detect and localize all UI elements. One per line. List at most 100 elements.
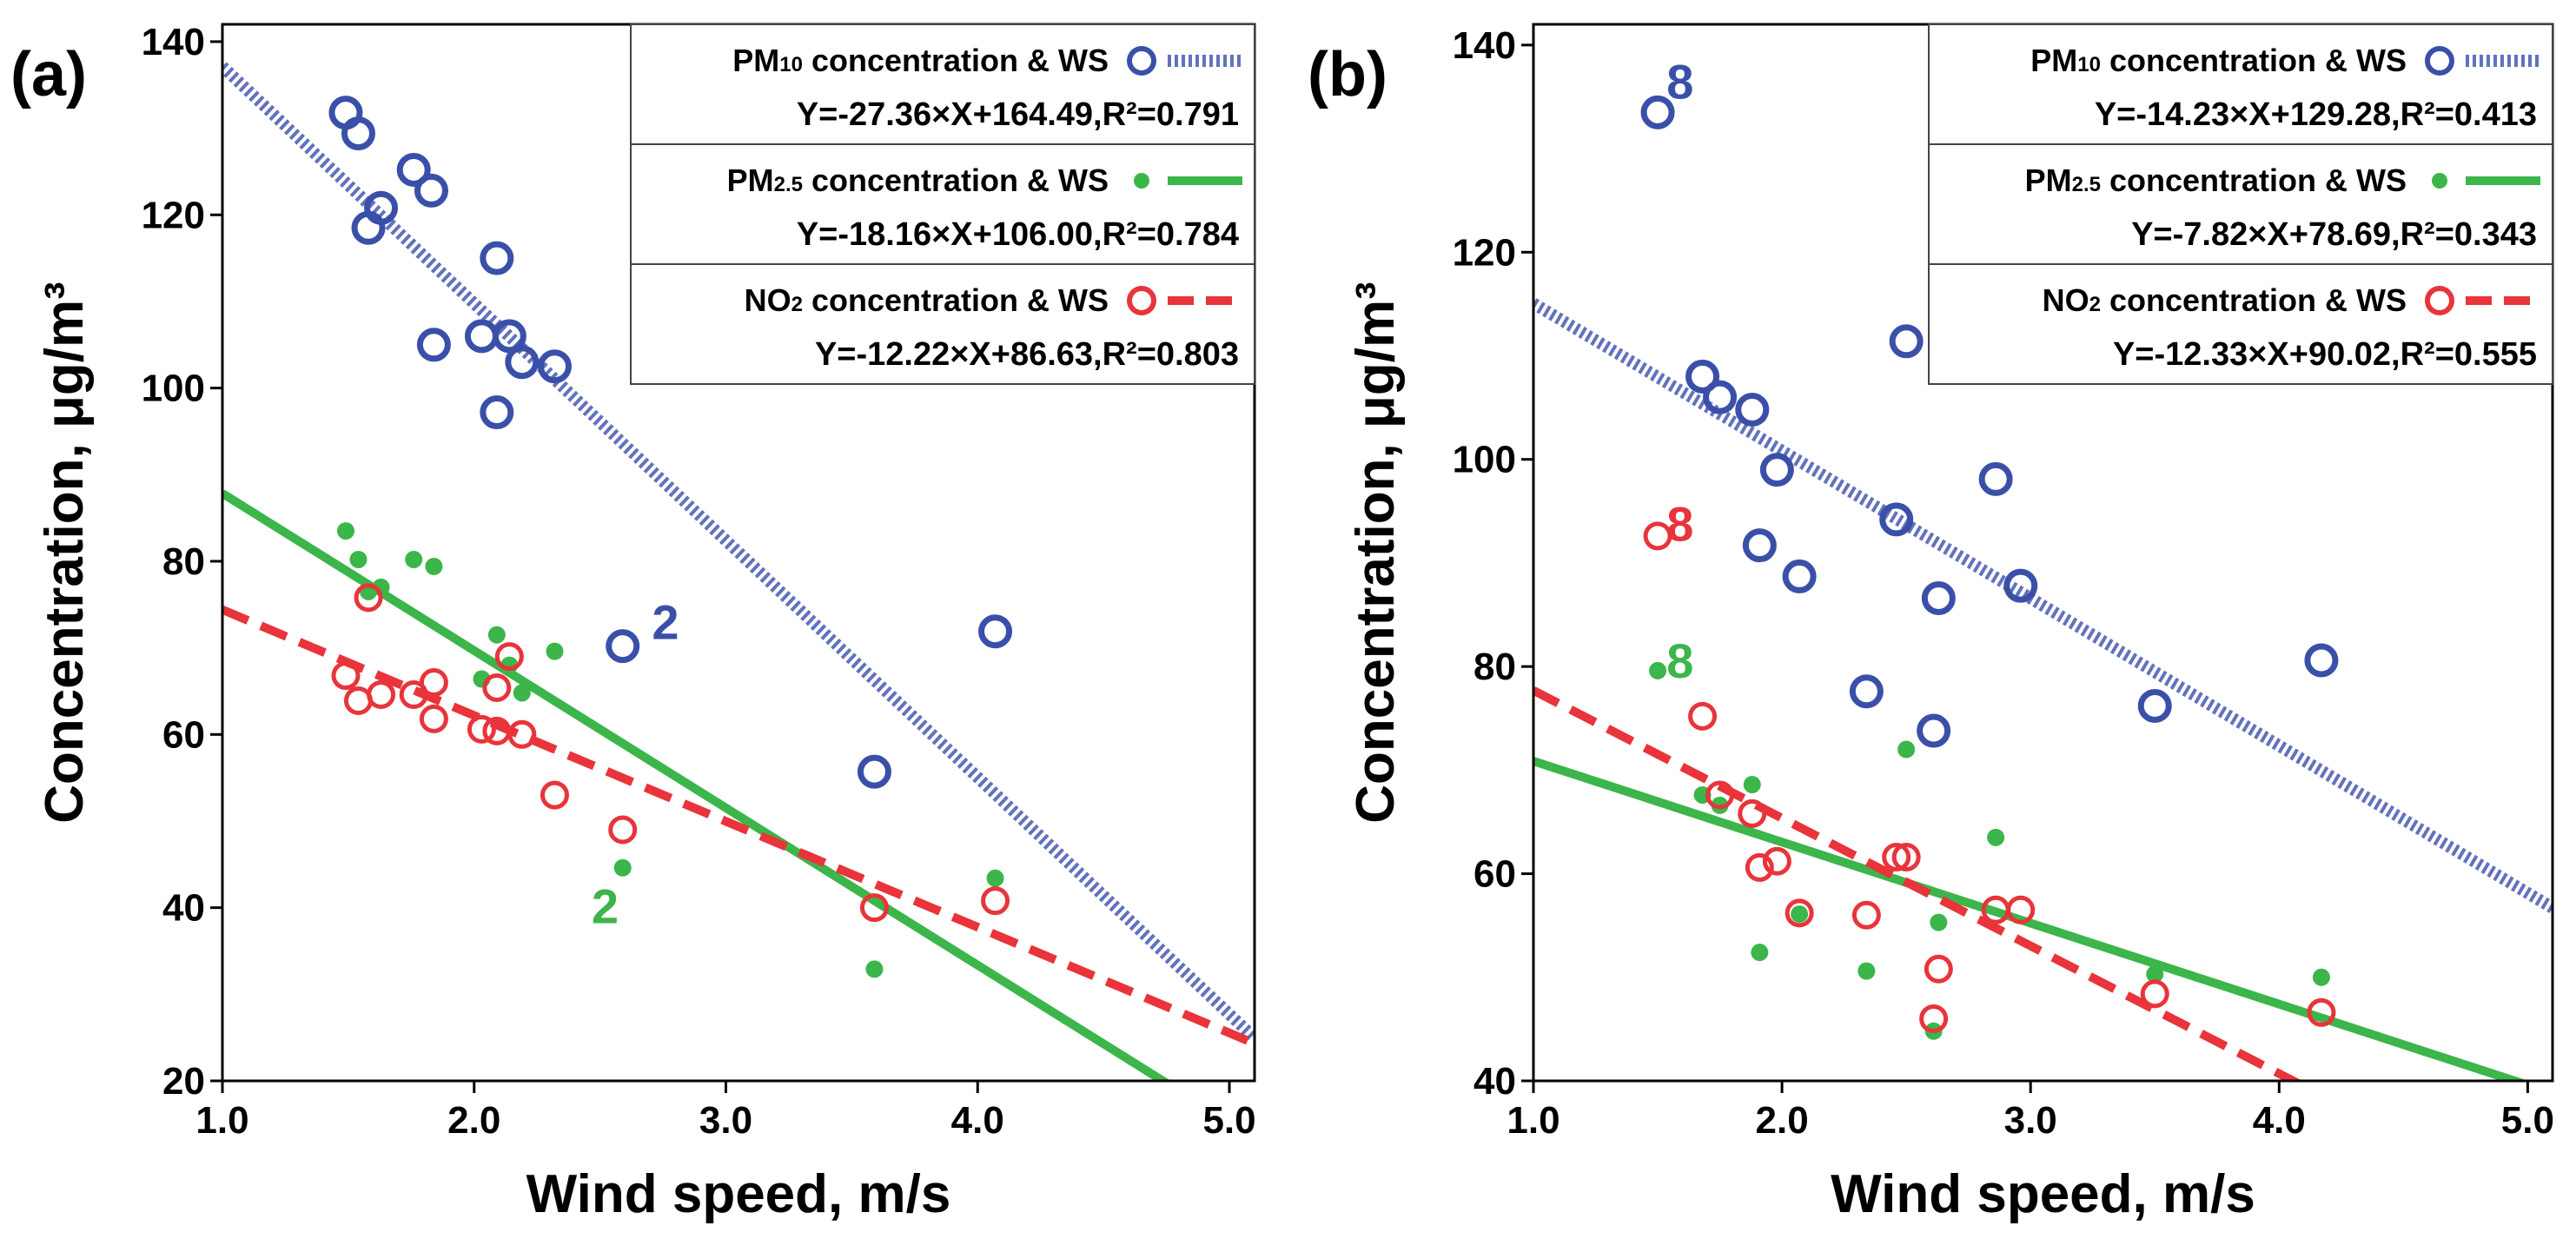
legend-equation: Y=-7.82×X+78.69,R²=0.343 [2131, 216, 2537, 253]
legend-marker-ring [2425, 46, 2454, 76]
data-point [613, 858, 632, 877]
data-point [494, 642, 524, 672]
legend-equation: Y=-14.23×X+129.28,R²=0.413 [2095, 96, 2537, 133]
data-point [1897, 740, 1916, 759]
data-point [1978, 461, 2013, 496]
data-point [1735, 392, 1770, 427]
data-point [1643, 521, 1672, 551]
data-point [480, 241, 514, 275]
y-axis-title: Concentration, μg/m³ [35, 282, 95, 823]
legend-marker-dot [1134, 173, 1149, 189]
data-point [1882, 842, 1911, 871]
x-tick-label: 4.0 [2253, 1099, 2306, 1142]
data-point [1917, 713, 1951, 748]
data-point [367, 679, 396, 709]
data-point [2140, 979, 2169, 1009]
y-tick-label: 80 [1473, 646, 1516, 688]
data-point [2146, 965, 2164, 984]
data-point [2137, 688, 2172, 723]
x-tick-label: 4.0 [951, 1099, 1004, 1142]
data-point [981, 886, 1010, 916]
legend: PM10 concentration & WS Y=-14.23×X+129.28… [1928, 23, 2553, 385]
data-point [364, 190, 399, 225]
regression-line-pm10 [1533, 298, 2553, 913]
data-point [2003, 568, 2038, 603]
y-tick-label: 100 [1453, 439, 1516, 481]
overlap-count-label: 2 [592, 879, 619, 934]
data-point [425, 557, 443, 575]
data-point [1738, 798, 1767, 828]
data-point [1762, 846, 1791, 876]
data-point [1705, 780, 1735, 810]
data-point [2312, 968, 2330, 986]
overlap-count-label: 8 [1666, 497, 1693, 552]
legend-label: PM2.5 concentration & WS [2025, 162, 2407, 198]
y-tick-label: 60 [162, 713, 205, 756]
data-point [507, 719, 537, 749]
legend-label: NO2 concentration & WS [2043, 282, 2407, 318]
data-point [419, 668, 448, 698]
data-point [1987, 828, 2005, 846]
series-points-0 [1640, 95, 2339, 748]
data-point [1930, 913, 1948, 931]
regression-line-no2 [222, 606, 1255, 1048]
data-point [396, 152, 431, 187]
overlap-count-label: 8 [1666, 55, 1693, 109]
data-point [2006, 895, 2036, 924]
overlap-count-label: 8 [1666, 633, 1693, 688]
data-point [513, 684, 531, 702]
x-tick-label: 2.0 [1756, 1099, 1809, 1142]
y-tick-label: 40 [1473, 1060, 1516, 1103]
panel-label: (b) [1308, 40, 1387, 109]
data-point [606, 629, 640, 664]
y-tick-label: 120 [1453, 231, 1516, 274]
data-point [492, 319, 526, 354]
x-tick-label: 3.0 [2004, 1099, 2057, 1142]
data-point [1782, 559, 1817, 593]
y-tick-label: 140 [1453, 24, 1516, 67]
x-axis-title: Wind speed, m/s [1831, 1164, 2255, 1224]
data-point [1785, 898, 1814, 928]
regression-line-pm25 [222, 489, 1171, 1081]
data-point [2307, 997, 2336, 1027]
data-point [1858, 962, 1876, 980]
data-point [865, 960, 884, 978]
data-point [859, 893, 889, 923]
y-tick-label: 80 [162, 540, 205, 583]
data-point [405, 550, 423, 568]
series-points-0 [328, 96, 1013, 789]
data-point [419, 704, 448, 733]
x-tick-label: 3.0 [699, 1099, 752, 1142]
y-tick-label: 40 [162, 887, 205, 930]
data-point [354, 583, 383, 613]
legend-box [630, 23, 1255, 385]
data-point [1745, 852, 1774, 882]
data-point [1879, 502, 1914, 537]
legend-equation: Y=-27.36×X+164.49,R²=0.791 [797, 96, 1239, 133]
legend-equation: Y=-12.22×X+86.63,R²=0.803 [815, 336, 1239, 373]
data-point [1919, 1004, 1949, 1033]
y-axis-title: Concentration, μg/m³ [1346, 282, 1406, 823]
data-point [336, 522, 354, 540]
data-point [1849, 674, 1884, 709]
panel-label: (a) [10, 40, 87, 109]
data-point [1921, 580, 1956, 615]
x-tick-label: 1.0 [1507, 1099, 1560, 1142]
data-point [857, 754, 891, 789]
regression-line-no2 [1533, 686, 2303, 1081]
data-point [464, 319, 499, 354]
data-point [399, 679, 428, 709]
chart-panel-b: (b) 8 8 8 40 60 80 100 120 140 1.0 2.0 3.0 4.0 5.0 Wind… [1308, 23, 2554, 1224]
data-point [1649, 661, 1667, 679]
data-point [505, 345, 540, 380]
legend-marker-ring [1127, 46, 1156, 76]
data-point [487, 626, 506, 644]
series-points-2 [331, 583, 1010, 923]
data-point [480, 395, 514, 430]
y-tick-label: 100 [142, 368, 205, 410]
legend-marker-dot [2432, 173, 2447, 189]
series-points-2 [1643, 521, 2336, 1033]
data-point [1889, 324, 1924, 359]
y-tick-label: 140 [142, 21, 205, 63]
